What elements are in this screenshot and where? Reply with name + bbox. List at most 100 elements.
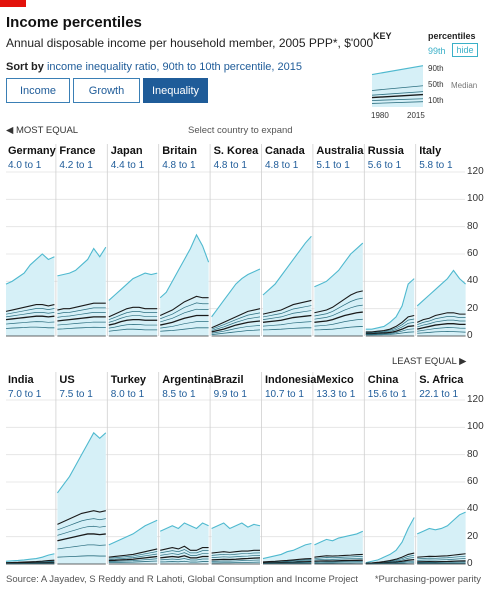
series-10th (160, 327, 209, 332)
country-name[interactable]: Italy (419, 145, 442, 157)
inequality-ratio: 5.8 to 1 (419, 160, 453, 171)
series-80th (160, 549, 209, 554)
series-50th (211, 557, 261, 561)
country-name[interactable]: Germany (8, 145, 56, 157)
key-99th-label: 99th (428, 46, 446, 56)
inequality-ratio: 8.5 to 1 (162, 389, 196, 400)
country-panel[interactable] (55, 372, 107, 565)
sort-growth-button[interactable]: Growth (73, 78, 140, 103)
key-median-line (371, 93, 424, 99)
series-99th (365, 517, 415, 564)
country-panel[interactable] (312, 372, 364, 565)
series-80th (314, 297, 363, 317)
country-name[interactable]: Japan (110, 145, 143, 157)
country-name[interactable]: India (8, 374, 34, 386)
series-80th (57, 307, 106, 315)
y-tick-label: 20 (467, 530, 479, 542)
inequality-ratio: 22.1 to 1 (419, 389, 459, 400)
band-99th-area (6, 254, 55, 336)
key-median-label: Median (451, 81, 478, 90)
country-panel[interactable] (106, 372, 158, 565)
series-99th (159, 522, 209, 532)
country-panel[interactable] (261, 144, 312, 337)
series-30th (160, 558, 209, 561)
series-90th (262, 299, 312, 315)
country-name[interactable]: China (367, 374, 399, 386)
series-30th (160, 321, 209, 329)
series-10th (160, 560, 209, 563)
country-name[interactable]: Indonesia (265, 374, 317, 386)
inequality-ratio: 10.7 to 1 (265, 389, 304, 400)
country-name[interactable]: Russia (367, 145, 404, 157)
series-99th (262, 542, 312, 560)
y-tick-label: 40 (467, 275, 479, 287)
country-panel[interactable] (363, 372, 415, 565)
key-10th-label: 10th (428, 96, 444, 105)
country-name[interactable]: Britain (162, 145, 198, 157)
series-30th (314, 318, 363, 327)
country-name[interactable]: S. Africa (419, 374, 464, 386)
series-60th (160, 308, 209, 323)
band-99th-area (314, 243, 363, 336)
country-panel[interactable] (415, 372, 466, 565)
series-30th (57, 544, 106, 550)
brand-red-bar (0, 0, 26, 7)
country-name[interactable]: Canada (265, 145, 305, 157)
country-name[interactable]: Brazil (213, 374, 244, 386)
country-panel[interactable] (363, 144, 415, 337)
inequality-ratio: 8.0 to 1 (110, 389, 145, 400)
country-panel[interactable] (5, 253, 55, 337)
series-30th (417, 327, 466, 332)
country-panel[interactable] (5, 553, 55, 565)
series-30th (108, 324, 158, 329)
sort-by-line: Sort by income inequality ratio, 90th to… (6, 61, 302, 73)
inequality-ratio: 7.5 to 1 (59, 389, 93, 400)
series-99th (5, 553, 55, 562)
country-name[interactable]: Turkey (110, 374, 147, 386)
sort-income-button[interactable]: Income (6, 78, 70, 103)
country-panel[interactable] (55, 144, 107, 337)
y-tick-label: 60 (467, 248, 479, 259)
series-90th (416, 312, 466, 323)
hide-99th-button[interactable]: hide (452, 43, 478, 57)
country-name[interactable]: Australia (316, 145, 364, 157)
series-30th (5, 321, 55, 325)
series-90th (159, 295, 209, 317)
y-tick-label: 0 (467, 330, 473, 341)
country-panel[interactable] (158, 144, 210, 337)
country-name[interactable]: Argentina (162, 374, 214, 386)
country-panel[interactable] (415, 144, 466, 337)
series-60th (5, 312, 55, 318)
key-99th-line (371, 65, 424, 76)
key-30th-line (371, 98, 424, 101)
key-mini-chart (371, 65, 424, 107)
least-equal-nav[interactable]: LEAST EQUAL ▶ (392, 356, 466, 367)
sort-by-label: Sort by (6, 61, 44, 73)
country-name[interactable]: Mexico (316, 374, 354, 386)
series-99th (211, 268, 261, 318)
series-90th (57, 302, 106, 311)
series-10th (57, 555, 106, 558)
key-year-start: 1980 (371, 111, 389, 120)
country-panel[interactable] (261, 372, 312, 565)
country-panel[interactable] (312, 144, 364, 337)
country-panel[interactable] (106, 144, 158, 337)
country-panel[interactable] (209, 372, 261, 565)
band-99th-area (365, 517, 415, 564)
country-name[interactable]: France (59, 145, 96, 157)
sort-inequality-button[interactable]: Inequality (143, 78, 208, 103)
country-name[interactable]: S. Korea (213, 145, 259, 157)
series-30th (417, 561, 466, 564)
series-50th (365, 325, 415, 335)
country-name[interactable]: US (59, 374, 75, 386)
series-90th (5, 559, 55, 564)
country-panel[interactable] (158, 372, 209, 565)
series-99th (159, 233, 210, 299)
series-99th (211, 522, 261, 530)
band-99th-area (417, 512, 466, 564)
most-equal-nav[interactable]: ◀ MOST EQUAL (6, 125, 78, 136)
series-50th (314, 311, 363, 323)
key-year-end: 2015 (407, 111, 425, 120)
country-panel[interactable] (209, 144, 261, 337)
